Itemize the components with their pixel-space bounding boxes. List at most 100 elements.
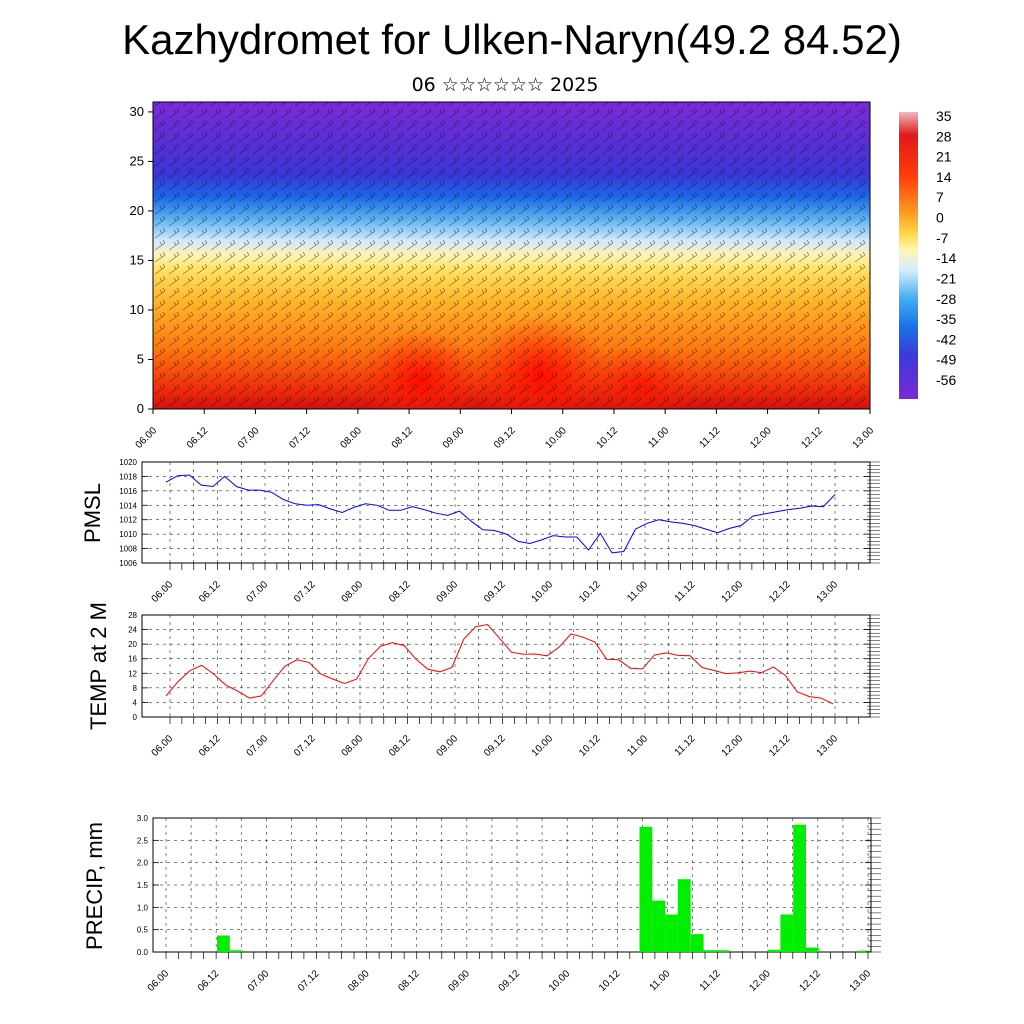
temp2m-grid	[142, 614, 870, 718]
colorbar-label: 7	[936, 189, 944, 205]
x-tick-label: 09.00	[441, 425, 467, 451]
x-tick-label: 07.00	[245, 733, 271, 759]
x-tick-label: 08.12	[390, 425, 416, 451]
x-tick-label: 11.00	[625, 579, 650, 604]
pmsl-frame	[141, 461, 871, 564]
x-tick-label: 07.00	[246, 968, 272, 994]
x-tick-label: 09.00	[435, 579, 461, 605]
precip-bar	[229, 950, 243, 952]
temp2m-axis-label: TEMP at 2 M	[86, 602, 111, 730]
colorbar-labels: 35 28 21 14 7 0 -7 -14 -21 -28 -35 -42 -49 -56	[936, 108, 956, 388]
x-tick-label: 09.12	[482, 579, 508, 605]
y-tick-label: 0.0	[137, 948, 149, 957]
x-tick-label: 12.00	[720, 579, 746, 605]
colorbar-label: 35	[936, 108, 952, 124]
x-tick-label: 08.12	[387, 579, 413, 605]
precip-y-axis: 0.0 0.5 1.0 1.5 2.0 2.5 3.0	[137, 814, 881, 957]
y-tick-label: 0	[133, 713, 138, 722]
temperature-cross-section: 0 5 10 15 20 25 30 06.00 06.12 07.00 07.12 08.00 08…	[130, 101, 877, 451]
precip-grid	[153, 817, 871, 953]
precip-bar	[780, 914, 794, 952]
y-tick-label: 20	[130, 203, 144, 218]
precip-bar	[665, 914, 678, 952]
precip-x-axis: 06.00 06.12 07.00 07.12 08.00 08.12 09.00 09.12…	[146, 952, 874, 994]
colorbar-label: -56	[936, 372, 956, 388]
x-tick-label: 13.00	[848, 968, 874, 994]
colorbar: 35 28 21 14 7 0 -7 -14 -21 -28 -35 -42 -49 -56	[899, 108, 956, 399]
colorbar-scale	[899, 112, 918, 399]
y-tick-label: 1016	[119, 487, 137, 496]
temp2m-y-axis: 0 4 8 12 16 20 24 28	[128, 611, 880, 722]
x-tick-label: 06.00	[150, 579, 176, 605]
x-tick-label: 08.00	[340, 579, 366, 605]
y-tick-label: 1006	[119, 559, 137, 568]
x-tick-label: 09.12	[482, 733, 508, 759]
wind-barbs-layer	[153, 102, 870, 409]
x-tick-label: 06.00	[150, 733, 176, 759]
x-tick-label: 12.00	[748, 425, 774, 451]
colorbar-label: -35	[936, 311, 956, 327]
colorbar-label: -28	[936, 291, 956, 307]
colorbar-label: -49	[936, 352, 956, 368]
x-tick-label: 09.00	[435, 733, 461, 759]
precip-bar	[677, 879, 691, 952]
x-tick-label: 09.12	[497, 968, 523, 994]
x-tick-label: 08.00	[339, 425, 365, 451]
x-tick-label: 07.00	[245, 579, 271, 605]
y-tick-label: 5	[137, 351, 144, 366]
precip-bar	[716, 950, 730, 952]
y-tick-label: 1012	[119, 516, 137, 525]
precip-bar	[217, 935, 230, 952]
x-tick-label: 11.12	[698, 425, 723, 450]
x-tick-label: 11.12	[673, 733, 698, 758]
y-tick-label: 28	[128, 611, 137, 620]
x-tick-label: 11.00	[648, 968, 673, 993]
colorbar-label: -7	[936, 230, 949, 246]
temp2m-series-line	[165, 623, 834, 705]
x-tick-label: 07.12	[292, 733, 318, 759]
x-tick-label: 10.12	[597, 968, 623, 994]
precip-bar	[652, 900, 666, 952]
precip-bar	[639, 826, 653, 952]
y-tick-label: 25	[130, 153, 144, 168]
colorbar-label: 28	[936, 128, 952, 144]
y-tick-label: 30	[130, 104, 144, 119]
colorbar-label: 21	[936, 149, 952, 165]
x-tick-label: 10.12	[595, 425, 621, 451]
pmsl-series-line	[165, 474, 836, 554]
y-tick-label: 8	[133, 684, 138, 693]
y-tick-label: 1008	[119, 545, 137, 554]
colorbar-label: -42	[936, 331, 956, 347]
x-tick-label: 12.00	[720, 733, 746, 759]
y-tick-label: 10	[130, 302, 144, 317]
precip-panel: 0.0 0.5 1.0 1.5 2.0 2.5 3.0 06.00 06.12 07.00 07.…	[82, 814, 881, 994]
x-tick-label: 06.00	[146, 968, 172, 994]
colorbar-label: 0	[936, 210, 944, 226]
y-tick-label: 20	[128, 640, 137, 649]
y-tick-label: 2.5	[137, 836, 149, 845]
colorbar-label: 14	[936, 169, 952, 185]
x-tick-label: 09.00	[447, 968, 473, 994]
x-tick-label: 06.00	[134, 425, 160, 451]
precip-bar	[793, 824, 806, 952]
colorbar-label: -21	[936, 270, 956, 286]
x-tick-label: 11.00	[646, 425, 671, 450]
precip-bars	[217, 824, 870, 952]
x-tick-label: 13.00	[851, 425, 877, 451]
pmsl-y-axis: 1006 1008 1010 1012 1014 1016 1018 1020	[119, 458, 880, 568]
heatmap-x-axis: 06.00 06.12 07.00 07.12 08.00 08.12 09.00 09.12…	[134, 409, 877, 451]
y-tick-label: 24	[128, 626, 137, 635]
y-tick-label: 1020	[119, 458, 137, 467]
pmsl-axis-label: PMSL	[80, 483, 105, 543]
x-tick-label: 06.12	[197, 579, 223, 605]
pmsl-x-axis: 06.00 06.12 07.00 07.12 08.00 08.12 09.00 09.12…	[150, 563, 860, 605]
precip-bar	[857, 950, 870, 952]
x-tick-label: 09.12	[492, 425, 518, 451]
x-tick-label: 10.12	[577, 733, 603, 759]
x-tick-label: 08.00	[340, 733, 366, 759]
y-tick-label: 2.0	[137, 859, 149, 868]
x-tick-label: 10.00	[530, 579, 556, 605]
y-tick-label: 1.5	[137, 881, 149, 890]
